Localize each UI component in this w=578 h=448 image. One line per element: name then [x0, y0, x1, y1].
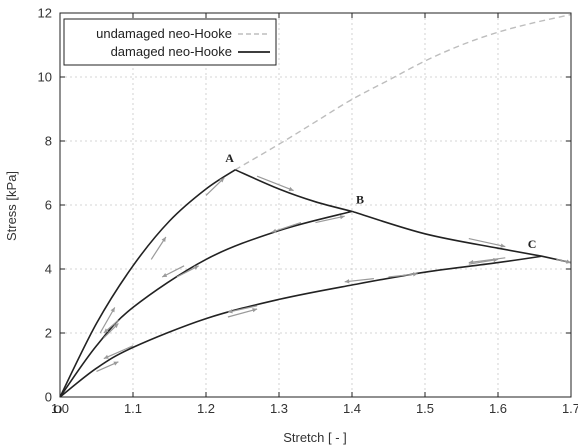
- direction-arrow-shaft: [103, 345, 134, 360]
- x-tick-label: 1.5: [416, 401, 434, 416]
- grid: [60, 13, 571, 397]
- direction-arrow-head: [110, 307, 115, 313]
- x-tick-label: 1.6: [489, 401, 507, 416]
- direction-arrow-head: [113, 323, 119, 329]
- direction-arrow-shaft: [315, 215, 345, 224]
- annotations: A B C: [225, 151, 536, 251]
- y-tick-label: 4: [45, 262, 52, 277]
- direction-arrow-head: [227, 309, 233, 314]
- direction-arrow-head: [412, 272, 418, 277]
- direction-arrow-shaft: [271, 222, 302, 233]
- legend: undamaged neo-Hooke damaged neo-Hooke: [63, 18, 277, 66]
- x-tick-label: 1.0: [51, 401, 69, 416]
- x-tick-label: 1.3: [270, 401, 288, 416]
- direction-arrow-head: [493, 257, 498, 263]
- legend-label-damaged: damaged neo-Hooke: [111, 44, 232, 59]
- direction-arrow-shaft: [468, 258, 499, 265]
- direction-arrow-head: [271, 228, 277, 233]
- x-tick-label: 1.4: [343, 401, 361, 416]
- direction-arrow-shaft: [227, 308, 258, 318]
- ticks: 1.0 1.1 1.2 1.3 1.4 1.5 1.6 1.7 0 2 4 6 8 10 12: [38, 6, 578, 417]
- direction-arrow-head: [193, 265, 199, 270]
- y-tick-label: 0: [45, 390, 52, 405]
- direction-arrow-head: [500, 243, 506, 248]
- undamaged-curve: [234, 13, 572, 171]
- direction-arrow-head: [252, 308, 258, 313]
- y-tick-label: 8: [45, 134, 52, 149]
- direction-arrow-shaft: [388, 273, 418, 278]
- y-tick-label: 6: [45, 198, 52, 213]
- x-tick-label: 1.7: [562, 401, 578, 416]
- y-tick-label: 10: [38, 70, 52, 85]
- direction-arrow-head: [162, 273, 168, 277]
- direction-arrow-shaft: [468, 238, 506, 248]
- legend-label-undamaged: undamaged neo-Hooke: [96, 26, 232, 41]
- damaged-curve-segment-5: [59, 255, 542, 398]
- damaged-curve-segment-2: [234, 169, 353, 213]
- direction-arrow-head: [103, 354, 109, 359]
- x-axis-label: Stretch [ - ]: [283, 430, 347, 445]
- x-tick-label: 1.1: [124, 401, 142, 416]
- legend-box: [63, 18, 277, 66]
- direction-arrow-shaft: [468, 257, 506, 264]
- point-label-b: B: [356, 192, 364, 206]
- direction-arrow-head: [161, 237, 166, 242]
- point-label-a: A: [225, 151, 234, 165]
- damaged-curve-segment-1: [59, 169, 236, 398]
- direction-arrow-head: [339, 215, 345, 220]
- direction-arrow-head: [288, 186, 294, 191]
- direction-arrow-head: [566, 259, 571, 264]
- direction-arrow-shaft: [256, 175, 294, 192]
- direction-arrow-shaft: [344, 278, 374, 283]
- damaged-curve-segment-3: [59, 210, 353, 398]
- direction-arrow-head: [219, 177, 225, 183]
- y-axis-label: Stress [kPa]: [4, 171, 19, 241]
- direction-arrow-head: [344, 279, 350, 284]
- direction-arrow-shaft: [99, 307, 116, 334]
- y-tick-label: 12: [38, 6, 52, 21]
- direction-arrow-head: [113, 361, 119, 366]
- origin-label: O: [53, 402, 62, 416]
- series-layer: [59, 13, 572, 398]
- direction-arrow-head: [103, 328, 109, 333]
- y-tick-label: 2: [45, 326, 52, 341]
- arrows-layer: [96, 175, 572, 372]
- point-label-c: C: [528, 237, 537, 251]
- x-tick-label: 1.2: [197, 401, 215, 416]
- damaged-curve-segment-4: [351, 210, 542, 257]
- direction-arrow-shaft: [227, 305, 258, 313]
